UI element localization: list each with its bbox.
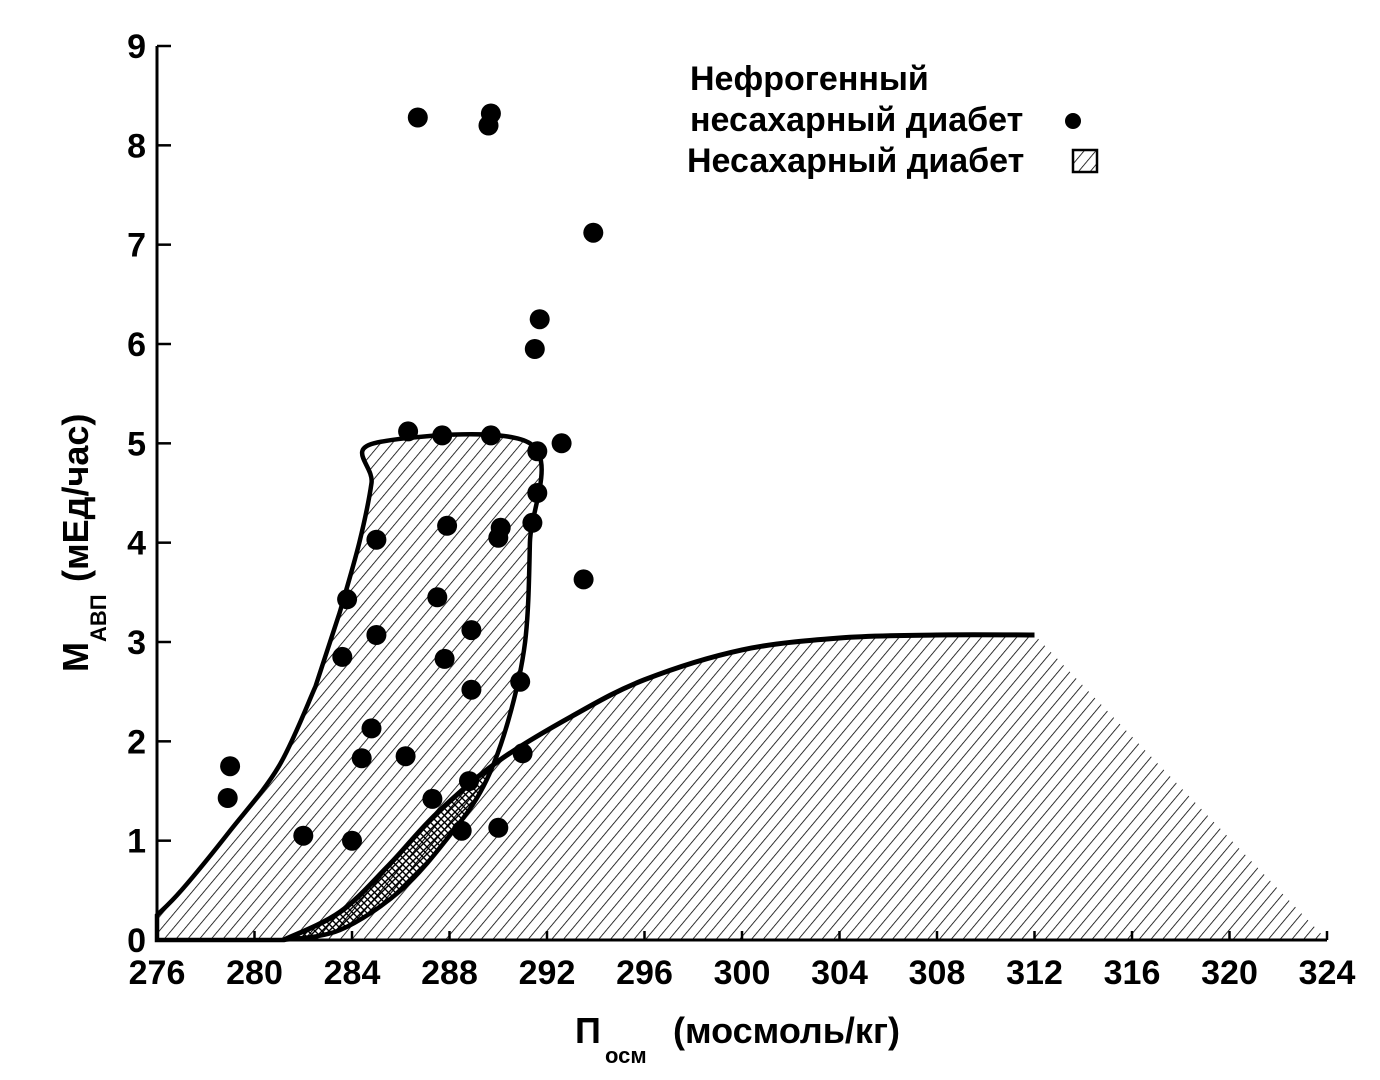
- x-tick-label: 296: [616, 954, 673, 992]
- data-point: [437, 515, 458, 536]
- y-axis-label-main: М: [55, 642, 96, 672]
- x-tick-label: 284: [324, 954, 381, 992]
- data-point: [583, 222, 604, 243]
- data-point: [293, 825, 314, 846]
- data-point: [529, 309, 550, 330]
- legend-hatch-swatch: [1071, 148, 1099, 174]
- data-point: [490, 517, 511, 538]
- data-point: [480, 103, 501, 124]
- data-point: [407, 107, 428, 128]
- data-point: [395, 746, 416, 767]
- data-point: [361, 718, 382, 739]
- y-tick-label: 3: [127, 624, 146, 662]
- data-point: [351, 748, 372, 769]
- legend: Нефрогенный несахарный диабет Несахарный…: [687, 60, 1099, 180]
- data-point: [451, 820, 472, 841]
- y-tick-label: 8: [127, 127, 146, 165]
- data-point: [337, 589, 358, 610]
- data-point: [398, 421, 419, 442]
- y-axis-label: М АВП (мЕд/час): [55, 414, 111, 672]
- data-point: [366, 529, 387, 550]
- data-point: [480, 425, 501, 446]
- nephrogenic-points: [217, 103, 604, 851]
- x-tick-label: 320: [1201, 954, 1258, 992]
- legend-dot-marker: [1065, 113, 1081, 129]
- x-tick-label: 292: [519, 954, 576, 992]
- x-axis-label-main: П: [575, 1010, 601, 1051]
- data-point: [432, 425, 453, 446]
- x-tick-label: 276: [129, 954, 186, 992]
- data-point: [522, 512, 543, 533]
- legend-nephrogenic-line2: несахарный диабет: [690, 101, 1023, 139]
- y-tick-label: 7: [127, 227, 146, 265]
- y-tick-label: 5: [127, 425, 146, 463]
- data-point: [488, 817, 509, 838]
- legend-nephrogenic-line1: Нефрогенный: [690, 60, 929, 98]
- x-axis-label: П осм (мосмоль/кг): [575, 1010, 900, 1068]
- y-axis-label-unit: (мЕд/час): [55, 414, 96, 582]
- data-point: [512, 743, 533, 764]
- y-tick-label: 1: [127, 823, 146, 861]
- x-axis-label-sub: осм: [605, 1043, 647, 1068]
- x-tick-label: 324: [1299, 954, 1356, 992]
- y-tick-label: 2: [127, 723, 146, 761]
- data-point: [524, 339, 545, 359]
- data-point: [527, 483, 548, 503]
- data-point: [461, 679, 482, 700]
- x-tick-label: 280: [226, 954, 283, 992]
- data-point: [551, 433, 572, 454]
- insipidus-region-group: [154, 432, 544, 943]
- data-point: [366, 625, 387, 645]
- y-axis-label-sub: АВП: [86, 594, 111, 642]
- data-point: [459, 771, 479, 792]
- x-axis-label-unit: (мосмоль/кг): [673, 1010, 900, 1051]
- data-point: [342, 830, 362, 851]
- x-ticks: 276 280 284 288 292 296 300 304 308 312 316 320 324: [129, 931, 1356, 992]
- y-tick-label: 0: [127, 922, 146, 960]
- x-tick-label: 308: [909, 954, 966, 992]
- y-ticks: 0 1 2 3 4 5 6 7 8 9: [127, 28, 171, 960]
- x-tick-label: 300: [714, 954, 771, 992]
- y-tick-label: 4: [127, 525, 146, 563]
- data-point: [434, 648, 455, 669]
- data-point: [217, 788, 238, 808]
- x-tick-label: 316: [1104, 954, 1161, 992]
- normal-region: [283, 634, 1328, 940]
- x-tick-label: 288: [421, 954, 478, 992]
- data-point: [220, 756, 241, 777]
- x-tick-label: 304: [811, 954, 868, 992]
- y-tick-label: 9: [127, 28, 146, 66]
- data-point: [573, 569, 594, 590]
- data-point: [427, 587, 448, 608]
- y-tick-label: 6: [127, 326, 146, 364]
- data-point: [461, 620, 482, 641]
- x-tick-label: 312: [1006, 954, 1063, 992]
- data-point: [527, 441, 548, 462]
- data-point: [510, 671, 531, 692]
- legend-insipidus: Несахарный диабет: [687, 142, 1024, 180]
- data-point: [332, 646, 353, 667]
- data-point: [422, 788, 443, 809]
